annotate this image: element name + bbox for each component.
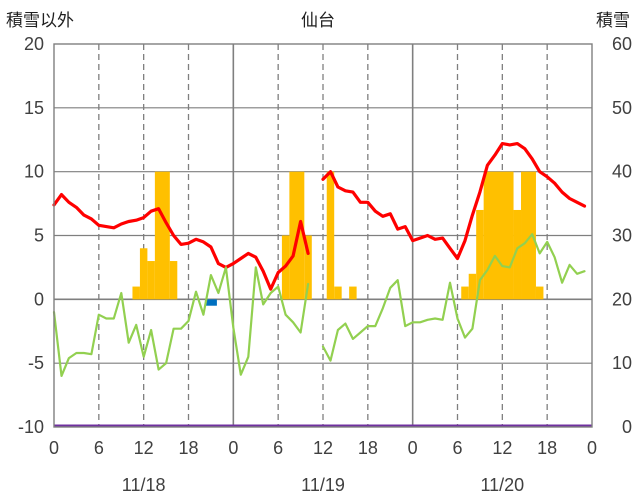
date-label: 11/19 (301, 475, 345, 495)
snow-depth-bar (169, 261, 178, 300)
x-tick-label: 0 (587, 438, 597, 458)
precip-bar (204, 299, 217, 306)
chart-title: 仙台 (301, 11, 335, 31)
precip-bars (204, 299, 217, 306)
left-tick-label: 10 (24, 162, 44, 182)
x-tick-label: 12 (313, 438, 333, 458)
left-tick-label: -10 (18, 417, 44, 437)
right-tick-label: 10 (612, 353, 632, 373)
x-tick-label: 12 (134, 438, 154, 458)
date-label: 11/18 (122, 475, 166, 495)
right-tick-label: 40 (612, 162, 632, 182)
right-tick-label: 30 (612, 226, 632, 246)
left-axis-label: 積雪以外 (6, 11, 74, 31)
x-tick-label: 18 (358, 438, 378, 458)
snow-depth-bar (521, 171, 536, 300)
x-tick-label: 0 (228, 438, 238, 458)
snow-depth-bar (132, 286, 140, 300)
grid-lines (54, 44, 592, 427)
snow-depth-bar (476, 209, 484, 300)
snow-depth-bar (468, 273, 477, 300)
snow-depth-bar (483, 171, 514, 300)
right-tick-label: 60 (612, 34, 632, 54)
left-tick-label: 0 (34, 289, 44, 309)
x-tick-label: 0 (49, 438, 59, 458)
x-tick-label: 18 (537, 438, 557, 458)
right-tick-label: 20 (612, 289, 632, 309)
snow-depth-bar (461, 286, 469, 300)
left-tick-label: 20 (24, 34, 44, 54)
right-tick-label: 0 (622, 417, 632, 437)
plot-border (53, 43, 593, 428)
temperature-line (52, 142, 587, 291)
right-axis-label: 積雪 (596, 11, 630, 31)
left-tick-label: 15 (24, 98, 44, 118)
snow-depth-bar (334, 286, 342, 300)
snow-depth-bar (326, 171, 335, 300)
x-tick-label: 6 (452, 438, 462, 458)
series-lines (52, 142, 592, 428)
dewpoint-line (52, 233, 586, 377)
x-tick-label: 12 (492, 438, 512, 458)
snow-depth-bar (349, 286, 357, 300)
x-tick-label: 6 (94, 438, 104, 458)
left-tick-label: -5 (28, 353, 44, 373)
snow-depth-bar (154, 171, 170, 300)
date-label: 11/20 (480, 475, 524, 495)
left-tick-label: 5 (34, 226, 44, 246)
snow-depth-bar (139, 248, 148, 300)
x-tick-label: 0 (408, 438, 418, 458)
snow-depth-bar (304, 235, 312, 300)
snow-depth-bars (132, 171, 544, 300)
plot-frame (53, 43, 593, 428)
snow-depth-bar (147, 261, 155, 300)
x-tick-label: 6 (273, 438, 283, 458)
snow-depth-bar (535, 286, 544, 300)
x-tick-label: 18 (178, 438, 198, 458)
right-tick-label: 50 (612, 98, 632, 118)
snow-depth-bar (513, 209, 522, 300)
